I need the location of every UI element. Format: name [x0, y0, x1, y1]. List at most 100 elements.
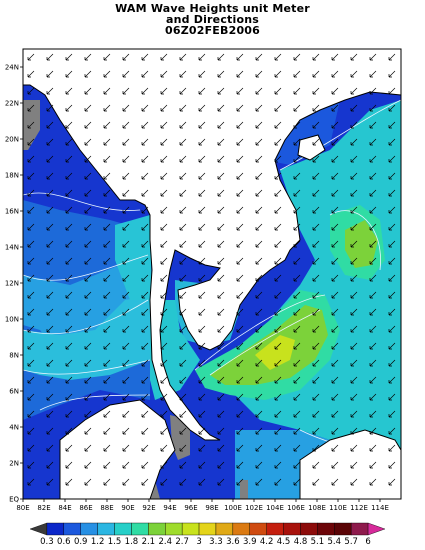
direction-arrow: [369, 70, 377, 78]
direction-arrow: [331, 342, 339, 350]
x-tick-label: 106E: [287, 504, 305, 512]
direction-arrow: [122, 274, 130, 282]
y-tick-label: 14N: [5, 244, 19, 252]
direction-arrow: [255, 189, 263, 197]
direction-arrow: [160, 325, 168, 333]
direction-arrow: [217, 104, 225, 112]
direction-arrow: [46, 274, 54, 282]
direction-arrow: [274, 359, 282, 367]
direction-arrow: [388, 427, 396, 435]
colorbar-label: 0.6: [57, 537, 71, 547]
direction-arrow: [46, 461, 54, 469]
x-tick-label: 96E: [184, 504, 197, 512]
colorbar-swatch: [215, 522, 234, 536]
direction-arrow: [160, 393, 168, 401]
colorbar-swatch: [80, 522, 98, 536]
direction-arrow: [103, 291, 111, 299]
direction-arrow: [255, 376, 263, 384]
direction-arrow: [141, 155, 149, 163]
title-line-3: 06Z02FEB2006: [164, 24, 261, 37]
direction-arrow: [46, 223, 54, 231]
direction-arrow: [236, 87, 244, 95]
direction-arrow: [388, 70, 396, 78]
direction-arrow: [27, 257, 35, 265]
direction-arrow: [46, 138, 54, 146]
x-tick-label: 98E: [205, 504, 218, 512]
direction-arrow: [179, 393, 187, 401]
direction-arrow: [65, 478, 73, 486]
direction-arrow: [312, 223, 320, 231]
direction-arrow: [369, 325, 377, 333]
direction-arrow: [27, 291, 35, 299]
direction-arrow: [388, 291, 396, 299]
direction-arrow: [236, 257, 244, 265]
direction-arrow: [312, 70, 320, 78]
wave-field: [23, 49, 401, 499]
x-tick-label: 108E: [308, 504, 326, 512]
direction-arrow: [236, 308, 244, 316]
direction-arrow: [46, 308, 54, 316]
direction-arrow: [255, 257, 263, 265]
direction-arrow: [103, 444, 111, 452]
direction-arrow: [255, 53, 263, 61]
direction-arrow: [236, 444, 244, 452]
direction-arrow: [293, 291, 301, 299]
title-line-2: and Directions: [165, 13, 260, 26]
direction-arrow: [122, 206, 130, 214]
direction-arrow: [274, 138, 282, 146]
direction-arrow: [369, 138, 377, 146]
direction-arrow: [84, 376, 92, 384]
direction-arrow: [331, 410, 339, 418]
direction-arrow: [369, 206, 377, 214]
direction-arrow: [255, 427, 263, 435]
direction-arrow: [103, 427, 111, 435]
direction-arrow: [65, 240, 73, 248]
direction-arrow: [160, 189, 168, 197]
direction-arrow: [236, 427, 244, 435]
direction-arrow: [179, 444, 187, 452]
direction-arrow: [65, 444, 73, 452]
direction-arrow: [198, 172, 206, 180]
direction-arrow: [84, 461, 92, 469]
direction-arrow: [84, 121, 92, 129]
direction-arrow: [27, 223, 35, 231]
direction-arrow: [141, 104, 149, 112]
direction-arrow: [84, 155, 92, 163]
direction-arrow: [141, 359, 149, 367]
direction-arrow: [103, 138, 111, 146]
direction-arrow: [255, 325, 263, 333]
direction-arrow: [46, 87, 54, 95]
direction-arrow: [65, 410, 73, 418]
direction-arrow: [369, 393, 377, 401]
direction-arrow: [388, 444, 396, 452]
direction-arrow: [255, 274, 263, 282]
direction-arrow: [198, 444, 206, 452]
direction-arrow: [350, 393, 358, 401]
land-masses: [23, 49, 401, 499]
direction-arrow: [274, 70, 282, 78]
direction-arrow: [369, 223, 377, 231]
direction-arrow: [122, 342, 130, 350]
colorbar-swatch: [29, 522, 48, 536]
direction-arrow: [179, 104, 187, 112]
colorbar-label: 3.3: [209, 537, 223, 547]
direction-arrow: [46, 206, 54, 214]
colorbar-swatch: [63, 522, 81, 536]
direction-arrow: [198, 138, 206, 146]
direction-arrow: [160, 206, 168, 214]
direction-arrow: [179, 257, 187, 265]
direction-arrow: [103, 189, 111, 197]
direction-arrow: [388, 308, 396, 316]
direction-arrow: [103, 206, 111, 214]
direction-arrow: [350, 308, 358, 316]
direction-arrow: [84, 104, 92, 112]
direction-arrow: [160, 172, 168, 180]
land-hainan: [297, 134, 326, 161]
direction-arrow: [217, 325, 225, 333]
direction-arrow: [179, 53, 187, 61]
direction-arrow: [122, 325, 130, 333]
direction-arrow: [388, 257, 396, 265]
colorbar-label: 3: [196, 537, 201, 547]
direction-arrow: [103, 274, 111, 282]
direction-arrow: [350, 223, 358, 231]
